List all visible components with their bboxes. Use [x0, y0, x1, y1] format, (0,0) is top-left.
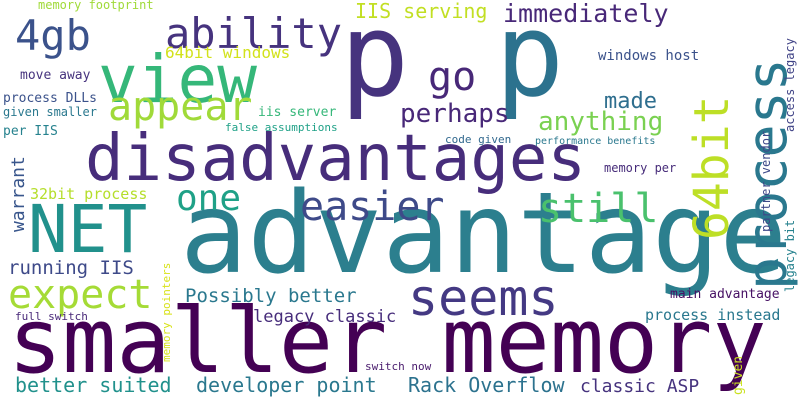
word: still [538, 186, 658, 232]
word: one [176, 178, 241, 219]
word: performance benefits [535, 136, 655, 147]
word: immediately [503, 0, 669, 28]
word: full switch [15, 310, 88, 323]
word: given [731, 356, 746, 395]
word: windows host [598, 48, 699, 64]
word: switch now [365, 360, 432, 373]
word: 64bit [684, 96, 740, 241]
word: partner vendor [759, 131, 773, 232]
word: NET [28, 191, 147, 268]
word: per IIS [3, 124, 58, 139]
word: warrant [8, 156, 29, 232]
word: process instead [645, 306, 780, 324]
word: go [428, 54, 476, 100]
word: false assumptions [225, 121, 338, 134]
word: memory pointers [160, 263, 173, 362]
word: legacy classic [253, 307, 396, 327]
word: appear [108, 84, 253, 130]
word: given smaller [3, 105, 97, 119]
word: process [735, 58, 799, 290]
word: IIS serving [355, 0, 487, 23]
word: perhaps [400, 99, 510, 129]
word: running IIS [8, 257, 134, 279]
word: classic ASP [580, 376, 699, 397]
word: ability [165, 9, 342, 58]
word: 64bit windows [165, 43, 290, 62]
word: process DLLs [3, 91, 97, 106]
word: code given [445, 133, 511, 146]
word: better suited [15, 373, 172, 397]
word: p [340, 0, 409, 123]
word: Rack Overflow [408, 373, 565, 397]
word: iis server [258, 105, 336, 120]
word: 4gb [15, 11, 91, 60]
word: memory footprint [38, 0, 154, 12]
word: developer point [196, 373, 377, 397]
word: main advantage [670, 287, 780, 302]
word: easier [300, 184, 445, 230]
word: view [98, 41, 257, 118]
word: move away [20, 68, 91, 83]
word: made [604, 89, 657, 114]
word: p [495, 0, 564, 123]
word: expect [8, 272, 153, 318]
word: 32bit process [30, 185, 147, 203]
word: Possibly better [185, 285, 357, 307]
word: memory per [604, 161, 676, 175]
word: advantage [180, 169, 787, 299]
word: disadvantages [85, 122, 586, 196]
word: smaller memory [8, 289, 767, 394]
word: legacy bit [783, 220, 797, 292]
word: access legacy [783, 38, 797, 132]
word: anything [538, 107, 663, 137]
word: seems [408, 269, 559, 327]
